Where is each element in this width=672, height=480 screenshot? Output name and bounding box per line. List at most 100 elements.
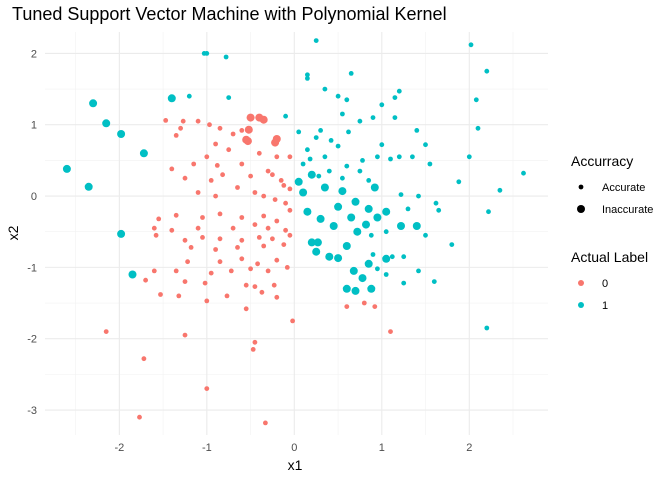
data-point-class-1 xyxy=(344,163,350,169)
data-point-class-1 xyxy=(344,97,350,103)
data-point-class-0 xyxy=(226,147,232,153)
data-point-class-0 xyxy=(151,268,157,274)
data-point-class-0 xyxy=(287,186,293,192)
y-axis-title: x2 xyxy=(5,225,21,240)
data-point-class-1 xyxy=(335,143,341,149)
data-point-class-1 xyxy=(316,173,322,179)
data-point-class-1 xyxy=(475,125,481,131)
x-tick-label: 0 xyxy=(291,442,297,454)
x-tick-label: 2 xyxy=(466,442,472,454)
data-point-class-0 xyxy=(213,141,219,147)
data-point-class-0 xyxy=(169,166,175,172)
data-point-class-1 xyxy=(89,99,98,108)
data-point-class-1 xyxy=(449,242,455,248)
data-point-class-0 xyxy=(259,289,265,295)
x-axis-ticks: -2 -1 0 1 2 xyxy=(114,442,472,454)
legend-accurate-label: Accurate xyxy=(602,182,645,194)
data-point-class-0 xyxy=(243,306,249,312)
data-point-class-0 xyxy=(195,190,201,195)
data-point-class-0 xyxy=(290,318,295,324)
data-point-class-1 xyxy=(340,175,345,181)
data-point-class-1 xyxy=(370,183,379,192)
data-point-class-0 xyxy=(230,131,236,137)
data-point-class-1 xyxy=(342,242,351,250)
data-point-class-1 xyxy=(348,71,354,76)
data-point-class-0 xyxy=(228,268,234,274)
data-point-class-0 xyxy=(239,127,245,133)
data-point-class-0 xyxy=(182,332,188,338)
data-point-class-0 xyxy=(156,216,162,222)
data-point-class-1 xyxy=(357,118,363,124)
data-point-class-0 xyxy=(182,237,188,243)
data-point-class-0 xyxy=(361,300,367,306)
data-point-class-1 xyxy=(370,252,376,257)
legend-class-1-label: 1 xyxy=(602,300,608,312)
data-point-class-0 xyxy=(274,218,280,224)
legend-class-1-marker xyxy=(578,302,584,308)
data-point-class-1 xyxy=(347,213,356,222)
data-point-class-1 xyxy=(305,72,310,78)
data-point-class-0 xyxy=(169,227,175,233)
data-point-class-0 xyxy=(103,329,109,334)
data-point-class-1 xyxy=(226,95,232,100)
data-point-class-1 xyxy=(370,115,376,120)
data-point-class-0 xyxy=(217,236,223,242)
data-point-class-1 xyxy=(313,238,322,247)
data-point-class-0 xyxy=(180,118,186,124)
data-point-class-1 xyxy=(366,178,372,183)
data-point-class-0 xyxy=(274,257,280,263)
data-point-class-0 xyxy=(252,284,258,289)
data-point-class-1 xyxy=(102,119,111,128)
data-point-class-1 xyxy=(405,206,411,212)
y-tick-label: -1 xyxy=(27,262,37,274)
data-point-class-1 xyxy=(375,154,380,160)
data-point-class-0 xyxy=(259,115,268,124)
data-point-class-0 xyxy=(274,294,280,300)
data-point-class-1 xyxy=(340,111,345,117)
y-tick-label: -2 xyxy=(27,334,37,346)
data-point-class-0 xyxy=(207,122,212,128)
data-point-class-0 xyxy=(195,225,201,231)
data-point-class-0 xyxy=(252,190,258,195)
data-point-class-0 xyxy=(191,161,197,167)
data-point-class-1 xyxy=(416,268,421,274)
data-point-class-1 xyxy=(456,179,462,185)
x-tick-label: -2 xyxy=(114,442,124,454)
data-point-class-0 xyxy=(281,242,287,248)
data-point-class-0 xyxy=(272,197,278,203)
data-point-class-1 xyxy=(360,158,365,163)
data-point-class-0 xyxy=(261,213,267,219)
data-point-class-1 xyxy=(401,254,407,260)
data-point-class-0 xyxy=(242,135,251,144)
y-tick-label: 1 xyxy=(31,120,37,132)
data-point-class-0 xyxy=(239,161,245,167)
data-point-class-0 xyxy=(372,304,378,309)
data-point-class-1 xyxy=(353,227,362,236)
data-point-class-1 xyxy=(486,209,491,215)
legend-inaccurate-label: Inaccurate xyxy=(602,204,653,216)
data-point-class-0 xyxy=(265,168,271,174)
data-point-class-1 xyxy=(322,154,328,160)
data-point-class-1 xyxy=(379,102,385,108)
y-tick-label: 0 xyxy=(31,191,37,203)
data-point-class-1 xyxy=(307,156,313,162)
data-point-class-1 xyxy=(351,286,360,295)
data-point-class-1 xyxy=(296,129,302,135)
data-point-class-1 xyxy=(313,38,319,43)
data-point-class-1 xyxy=(300,161,306,167)
data-point-class-1 xyxy=(318,127,323,133)
data-point-class-1 xyxy=(313,135,319,141)
data-point-class-1 xyxy=(316,214,325,223)
data-point-class-0 xyxy=(287,207,293,213)
data-point-class-0 xyxy=(263,420,268,426)
data-point-class-0 xyxy=(213,193,219,199)
y-tick-label: -3 xyxy=(27,405,37,417)
data-point-class-0 xyxy=(271,138,280,147)
data-point-class-0 xyxy=(278,178,284,183)
data-point-class-0 xyxy=(239,237,245,243)
data-point-class-1 xyxy=(389,254,395,260)
y-axis-ticks: -3 -2 -1 0 1 2 xyxy=(27,48,37,417)
x-tick-label: 1 xyxy=(379,442,385,454)
data-point-class-0 xyxy=(185,259,191,265)
data-point-class-0 xyxy=(265,268,271,274)
